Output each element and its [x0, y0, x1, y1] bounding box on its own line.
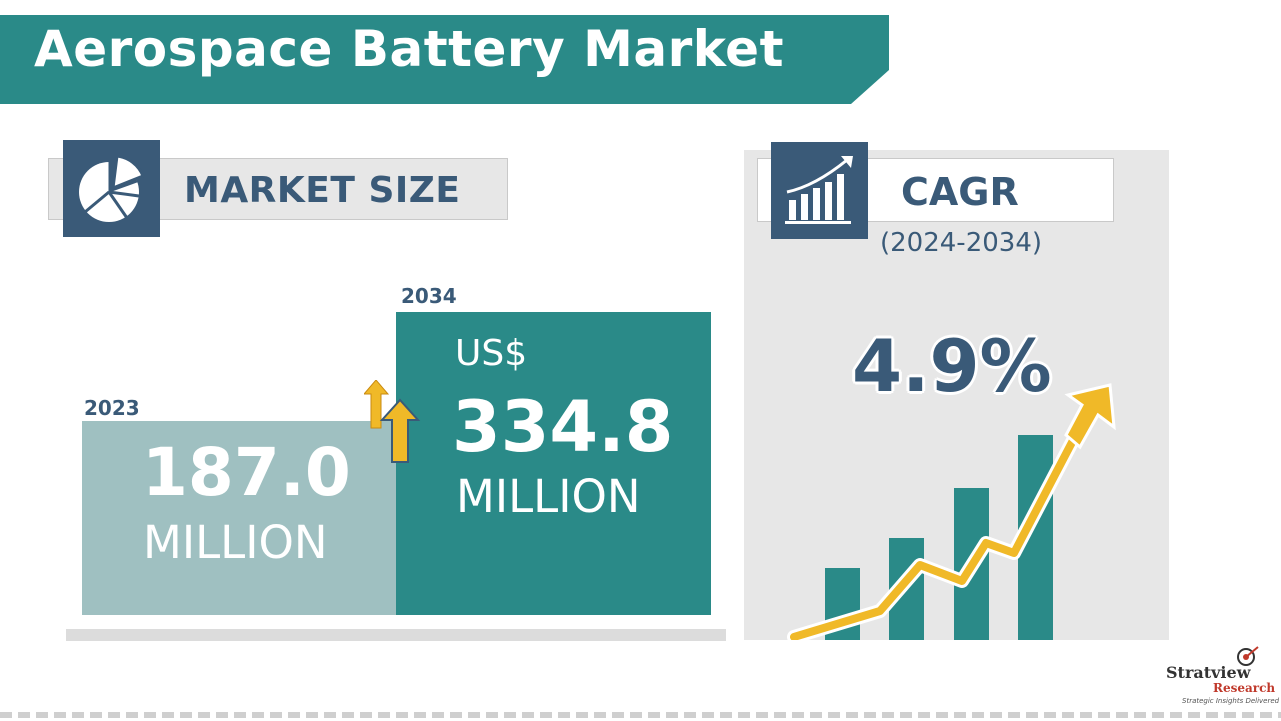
page-title: Aerospace Battery Market: [34, 20, 784, 78]
baseline-divider: [66, 629, 726, 641]
up-arrow-icon: [362, 379, 424, 464]
target-icon: [1237, 646, 1259, 666]
brand-name: Stratview: [1166, 663, 1251, 682]
title-banner: [0, 15, 889, 104]
growth-chart-illustration: [780, 375, 1160, 644]
footer-divider: [0, 712, 1281, 718]
cagr-value: 4.9%: [852, 324, 1052, 408]
bar-2023: [82, 421, 400, 615]
cagr-period: (2024-2034): [880, 228, 1043, 258]
bar-chart-icon: [771, 142, 868, 239]
brand-sub: Research: [1213, 681, 1276, 695]
brand-logo: Stratview Research Strategic Insights De…: [1164, 645, 1280, 707]
bar-2034: [396, 312, 711, 615]
unit-2034: MILLION: [456, 470, 641, 523]
year-2034-label: 2034: [401, 284, 457, 308]
value-2023: 187.0: [142, 434, 351, 511]
brand-tagline: Strategic Insights Delivered: [1182, 697, 1280, 705]
pie-chart-icon: [63, 140, 160, 237]
unit-2023: MILLION: [143, 516, 328, 569]
year-2023-label: 2023: [84, 396, 140, 420]
currency-2034: US$: [455, 333, 528, 374]
value-2034: 334.8: [452, 386, 674, 468]
market-size-label: MARKET SIZE: [184, 170, 461, 211]
cagr-label: CAGR: [901, 170, 1019, 214]
